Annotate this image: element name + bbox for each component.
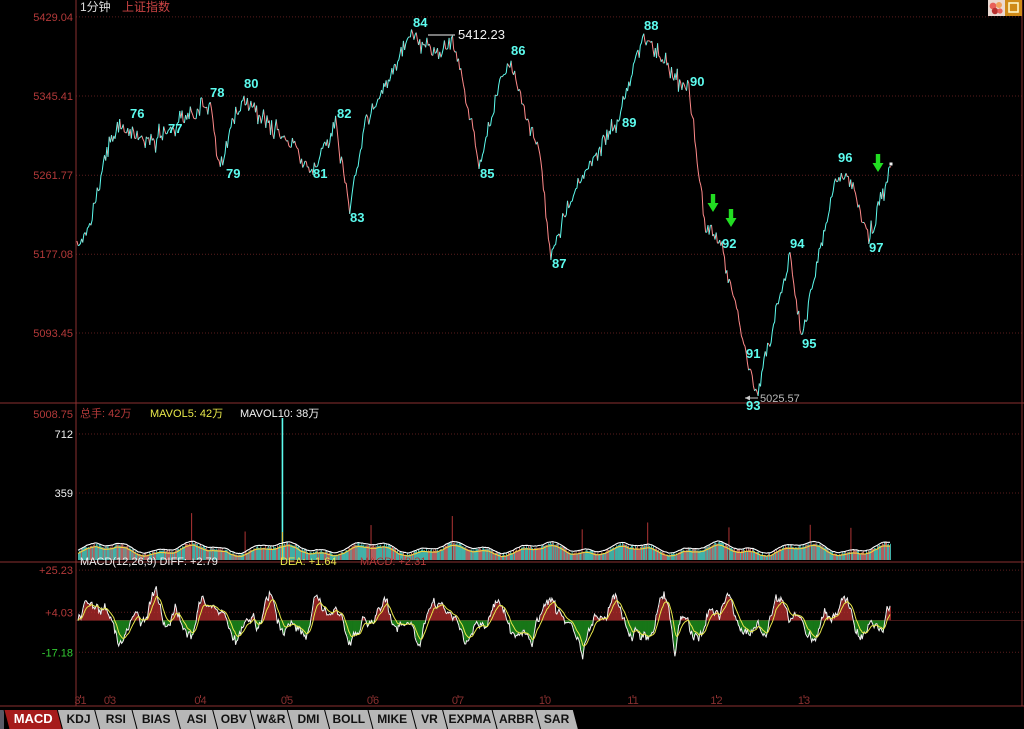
svg-text:BOLL: BOLL — [332, 712, 365, 726]
svg-text:94: 94 — [790, 236, 805, 251]
svg-text:77: 77 — [168, 121, 182, 136]
svg-text:-17.18: -17.18 — [42, 647, 73, 659]
svg-text:SAR: SAR — [544, 712, 570, 726]
svg-text:89: 89 — [622, 115, 636, 130]
svg-text:5025.57: 5025.57 — [760, 393, 800, 405]
svg-text:MAVOL5: 42万: MAVOL5: 42万 — [150, 408, 223, 420]
svg-text:712: 712 — [55, 429, 73, 441]
svg-text:86: 86 — [511, 43, 525, 58]
svg-text:78: 78 — [210, 85, 224, 100]
svg-text:5345.41: 5345.41 — [33, 91, 73, 103]
svg-text:RSI: RSI — [106, 712, 126, 726]
svg-text:359: 359 — [55, 488, 73, 500]
svg-text:+4.03: +4.03 — [45, 607, 73, 619]
svg-text:80: 80 — [244, 76, 258, 91]
svg-text:87: 87 — [552, 256, 566, 271]
svg-text:81: 81 — [313, 166, 327, 181]
svg-text:ASI: ASI — [187, 712, 207, 726]
svg-text:5008.75: 5008.75 — [33, 409, 73, 421]
svg-text:DEA: +1.64: DEA: +1.64 — [280, 556, 337, 568]
svg-text:5177.08: 5177.08 — [33, 249, 73, 261]
svg-text:88: 88 — [644, 18, 658, 33]
svg-text:97: 97 — [869, 240, 883, 255]
svg-text:VR: VR — [421, 712, 438, 726]
svg-text:总手: 42万: 总手: 42万 — [80, 406, 131, 420]
svg-text:上证指数: 上证指数 — [122, 0, 170, 14]
svg-text:KDJ: KDJ — [66, 712, 90, 726]
svg-text:W&R: W&R — [257, 712, 286, 726]
svg-text:5261.77: 5261.77 — [33, 170, 73, 182]
svg-text:EXPMA: EXPMA — [448, 712, 491, 726]
svg-text:5429.04: 5429.04 — [33, 12, 73, 24]
svg-text:84: 84 — [413, 15, 428, 30]
svg-text:79: 79 — [226, 166, 240, 181]
svg-text:83: 83 — [350, 210, 364, 225]
svg-text:95: 95 — [802, 336, 816, 351]
svg-text:BIAS: BIAS — [142, 712, 171, 726]
svg-text:92: 92 — [722, 236, 736, 251]
svg-text:MACD(12,26,9) DIFF: +2.79: MACD(12,26,9) DIFF: +2.79 — [80, 556, 218, 568]
svg-text:96: 96 — [838, 150, 852, 165]
svg-text:90: 90 — [690, 74, 704, 89]
svg-text:5093.45: 5093.45 — [33, 328, 73, 340]
svg-text:91: 91 — [746, 346, 760, 361]
svg-text:MIKE: MIKE — [377, 712, 407, 726]
svg-text:MAVOL10: 38万: MAVOL10: 38万 — [240, 408, 319, 420]
svg-text:85: 85 — [480, 166, 494, 181]
svg-text:82: 82 — [337, 106, 351, 121]
svg-text:ARBR: ARBR — [499, 712, 534, 726]
svg-text:1分钟: 1分钟 — [80, 0, 111, 14]
svg-text:76: 76 — [130, 106, 144, 121]
svg-text:+25.23: +25.23 — [39, 565, 73, 577]
svg-text:5412.23: 5412.23 — [458, 27, 505, 42]
svg-text:MACD: MACD — [14, 711, 53, 726]
svg-text:OBV: OBV — [221, 712, 247, 726]
svg-text:MACD: +2.31: MACD: +2.31 — [360, 556, 426, 568]
svg-text:93: 93 — [746, 398, 760, 413]
svg-text:DMI: DMI — [298, 712, 320, 726]
